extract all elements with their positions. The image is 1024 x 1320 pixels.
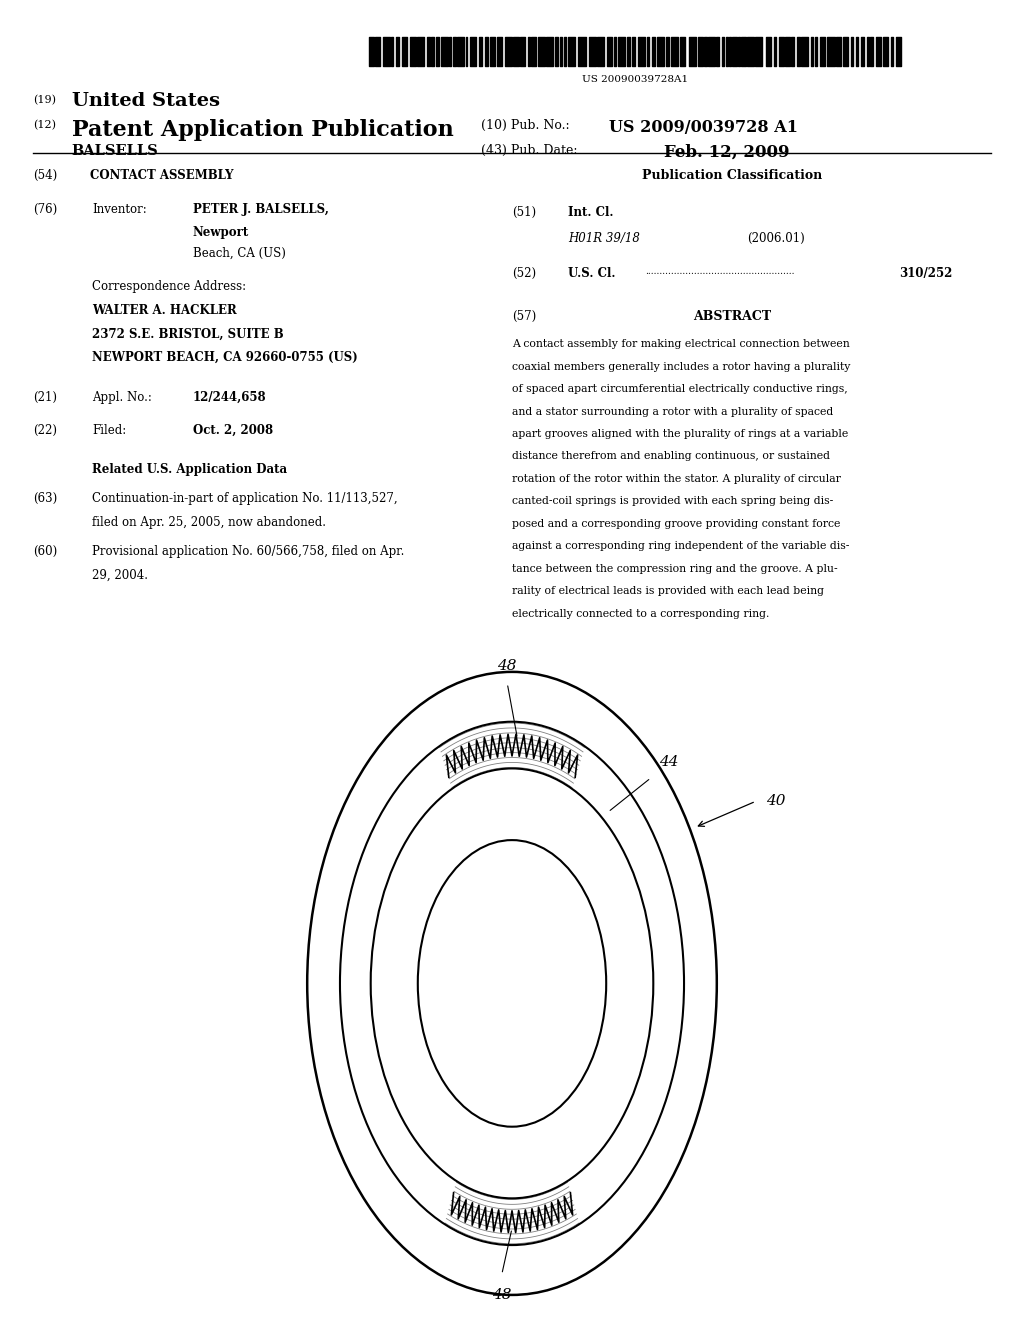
Text: Beach, CA (US): Beach, CA (US) [193, 247, 286, 260]
Ellipse shape [418, 840, 606, 1127]
Text: (2006.01): (2006.01) [748, 232, 805, 246]
Text: canted-coil springs is provided with each spring being dis-: canted-coil springs is provided with eac… [512, 496, 834, 507]
Text: (60): (60) [33, 545, 57, 558]
Text: (10) Pub. No.:: (10) Pub. No.: [481, 119, 570, 132]
Text: (51): (51) [512, 206, 537, 219]
Text: and a stator surrounding a rotor with a plurality of spaced: and a stator surrounding a rotor with a … [512, 407, 834, 417]
Text: Correspondence Address:: Correspondence Address: [92, 280, 247, 293]
Text: Provisional application No. 60/566,758, filed on Apr.: Provisional application No. 60/566,758, … [92, 545, 404, 558]
Text: Filed:: Filed: [92, 424, 126, 437]
Text: Appl. No.:: Appl. No.: [92, 391, 152, 404]
Text: (43) Pub. Date:: (43) Pub. Date: [481, 144, 578, 157]
Text: rotation of the rotor within the stator. A plurality of circular: rotation of the rotor within the stator.… [512, 474, 841, 484]
Text: CONTACT ASSEMBLY: CONTACT ASSEMBLY [90, 169, 233, 182]
Text: 12/244,658: 12/244,658 [193, 391, 266, 404]
Text: electrically connected to a corresponding ring.: electrically connected to a correspondin… [512, 609, 769, 619]
Text: distance therefrom and enabling continuous, or sustained: distance therefrom and enabling continuo… [512, 451, 830, 462]
Text: Publication Classification: Publication Classification [642, 169, 822, 182]
Text: Related U.S. Application Data: Related U.S. Application Data [92, 463, 288, 477]
Text: PETER J. BALSELLS,: PETER J. BALSELLS, [193, 203, 329, 216]
Text: 48: 48 [498, 659, 517, 673]
Text: (12): (12) [33, 120, 55, 131]
Text: (22): (22) [33, 424, 56, 437]
Text: (57): (57) [512, 310, 537, 323]
Text: ABSTRACT: ABSTRACT [693, 310, 771, 323]
Text: (63): (63) [33, 492, 57, 506]
Text: coaxial members generally includes a rotor having a plurality: coaxial members generally includes a rot… [512, 362, 850, 372]
Text: against a corresponding ring independent of the variable dis-: against a corresponding ring independent… [512, 541, 849, 552]
Text: (21): (21) [33, 391, 56, 404]
Text: Oct. 2, 2008: Oct. 2, 2008 [193, 424, 272, 437]
Text: US 2009/0039728 A1: US 2009/0039728 A1 [609, 119, 799, 136]
Text: 40: 40 [766, 795, 785, 808]
Ellipse shape [371, 768, 653, 1199]
Text: Continuation-in-part of application No. 11/113,527,: Continuation-in-part of application No. … [92, 492, 397, 506]
Text: Newport: Newport [193, 226, 249, 239]
Text: ....................................................: ........................................… [645, 267, 795, 276]
Text: U.S. Cl.: U.S. Cl. [568, 267, 615, 280]
Ellipse shape [340, 722, 684, 1245]
Text: Int. Cl.: Int. Cl. [568, 206, 613, 219]
Text: Feb. 12, 2009: Feb. 12, 2009 [664, 144, 790, 161]
Text: filed on Apr. 25, 2005, now abandoned.: filed on Apr. 25, 2005, now abandoned. [92, 516, 327, 529]
Text: (52): (52) [512, 267, 537, 280]
Text: posed and a corresponding groove providing constant force: posed and a corresponding groove providi… [512, 519, 841, 529]
Text: United States: United States [72, 92, 220, 111]
Text: 310/252: 310/252 [899, 267, 952, 280]
Text: NEWPORT BEACH, CA 92660-0755 (US): NEWPORT BEACH, CA 92660-0755 (US) [92, 351, 358, 364]
Text: of spaced apart circumferential electrically conductive rings,: of spaced apart circumferential electric… [512, 384, 848, 395]
Text: 48: 48 [492, 1288, 512, 1302]
Text: (76): (76) [33, 203, 57, 216]
Text: 44: 44 [659, 755, 679, 768]
Text: rality of electrical leads is provided with each lead being: rality of electrical leads is provided w… [512, 586, 824, 597]
Ellipse shape [307, 672, 717, 1295]
Text: Patent Application Publication: Patent Application Publication [72, 119, 454, 141]
Text: H01R 39/18: H01R 39/18 [568, 232, 640, 246]
Text: WALTER A. HACKLER: WALTER A. HACKLER [92, 304, 237, 317]
Text: 29, 2004.: 29, 2004. [92, 569, 148, 582]
Text: Inventor:: Inventor: [92, 203, 146, 216]
Text: US 20090039728A1: US 20090039728A1 [582, 75, 688, 84]
Text: tance between the compression ring and the groove. A plu-: tance between the compression ring and t… [512, 564, 838, 574]
Text: BALSELLS: BALSELLS [72, 144, 159, 158]
Text: (54): (54) [33, 169, 57, 182]
Text: apart grooves aligned with the plurality of rings at a variable: apart grooves aligned with the plurality… [512, 429, 848, 440]
Text: 2372 S.E. BRISTOL, SUITE B: 2372 S.E. BRISTOL, SUITE B [92, 327, 284, 341]
Text: (19): (19) [33, 95, 55, 106]
Text: A contact assembly for making electrical connection between: A contact assembly for making electrical… [512, 339, 850, 350]
